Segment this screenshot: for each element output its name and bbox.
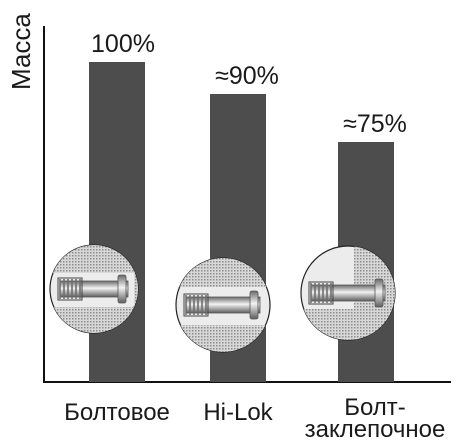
labels-group: 100% ≈90% ≈75% Болтовое Hi-Lok Болт-заклепочн… — [64, 30, 445, 440]
bolt-joint-icon — [49, 244, 139, 334]
category-label-1: Hi-Lok — [203, 399, 273, 426]
data-label-0: 100% — [91, 30, 155, 58]
bar-0 — [89, 62, 145, 382]
data-label-1: ≈90% — [215, 62, 279, 90]
category-label-2-line-0: Болт- — [344, 394, 406, 421]
category-label-0: Болтовое — [64, 399, 170, 426]
data-label-2: ≈75% — [343, 110, 407, 138]
y-axis-label: Масса — [6, 13, 36, 90]
category-label-2-line-1: заклепочное — [305, 416, 446, 440]
bolt-rivet-icon — [300, 245, 396, 341]
